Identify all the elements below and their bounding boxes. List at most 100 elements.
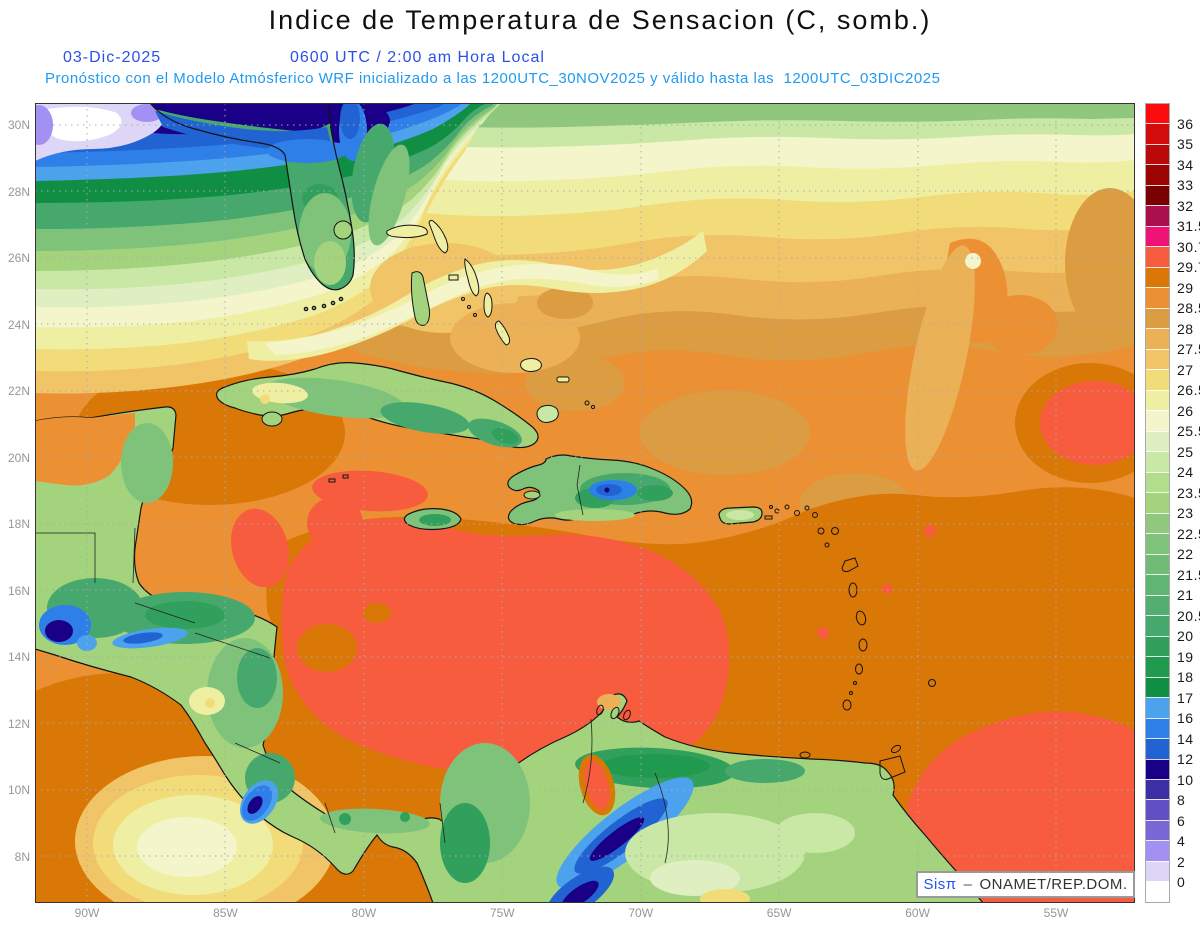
lat-tick-label: 8N [14,849,30,864]
heat-index-map [35,103,1135,903]
st-lucia [858,638,868,652]
turks-caicos [584,400,590,406]
colorbar-tick-label: 10 [1177,771,1194,788]
colorbar-cell [1146,225,1169,247]
colorbar-cell [1146,328,1169,349]
colorbar-tick-label: 16 [1177,710,1194,727]
colorbar-tick-label: 27.5 [1177,341,1200,358]
abaco [428,219,449,254]
colorbar-cell [1146,410,1169,431]
colorbar-tick-label: 4 [1177,833,1186,850]
bahamas-islands [386,219,596,423]
colorbar-cell [1146,840,1169,861]
colorbar-tick-label: 12 [1177,751,1194,768]
branding-separator: – [963,876,973,893]
colorbar-cell [1146,246,1169,267]
lake-okeechobee [333,220,353,240]
lat-tick-label: 28N [7,184,30,199]
colorbar-cell [1146,533,1169,554]
colorbar-tick-label: 0 [1177,874,1186,891]
colorbar-cell [1146,430,1169,452]
cat-island [483,292,493,318]
maracaibo-hot-spot [584,760,610,810]
datetime-line: 03-Dic-2025 0600 UTC / 2:00 am Hora Loca… [0,49,1200,69]
valid-time: 0600 UTC / 2:00 am Hora Local [290,49,545,66]
colorbar-cell [1146,451,1169,472]
andros [410,271,430,326]
country-borders [35,527,669,864]
colorbar [1145,103,1170,903]
colorbar-tick-label: 22 [1177,546,1194,563]
aruba [596,704,604,716]
branding-source: ONAMET/REP.DOM. [979,876,1128,893]
colorbar-cell [1146,656,1169,677]
lon-tick-label: 70W [628,906,654,920]
colorbar-tick-label: 20.5 [1177,607,1200,624]
colorbar-cell [1146,492,1169,513]
colorbar-cell [1146,860,1169,882]
lon-tick-label: 85W [213,906,238,920]
colorbar-cell [1146,881,1169,902]
colorbar-tick-label: 23 [1177,505,1194,522]
colorbar-cell [1146,287,1169,308]
colorbar-tick-label: 29.7 [1177,259,1200,276]
colorbar-tick-label: 28.5 [1177,300,1200,317]
north-atlantic-bands [315,103,1135,471]
colorbar-cell [1146,819,1169,841]
colorbar-tick-label: 8 [1177,792,1186,809]
colorbar-tick-label: 31.5 [1177,218,1200,235]
colorbar-cell [1146,369,1169,390]
colorbar-cell [1146,104,1169,124]
colorbar-tick-label: 20 [1177,628,1194,645]
tobago [890,744,902,754]
colorbar-tick-label: 30.7 [1177,238,1200,255]
lat-tick-label: 18N [7,517,30,531]
colorbar-tick-label: 21 [1177,587,1194,604]
lat-tick-label: 24N [7,317,30,332]
colorbar-tick-label: 28 [1177,320,1194,337]
colorbar-tick-label: 2 [1177,853,1186,870]
eleuthera [464,258,480,297]
guadeloupe [841,557,859,573]
antigua [831,527,839,535]
colorbar-cell [1146,697,1169,718]
colorbar-tick-label: 18 [1177,669,1194,686]
mayaguana [556,376,570,383]
colorbar-cell [1146,553,1169,575]
colorbar-cell [1146,615,1169,636]
colorbar-cell [1146,758,1169,779]
acklins [520,358,542,372]
florida-peninsula [149,103,355,312]
hispaniola-island [507,454,693,526]
colorbar-tick-label: 29 [1177,279,1194,296]
colorbar-tick-label: 24 [1177,464,1194,481]
colorbar-tick-label: 17 [1177,689,1194,706]
jamaica-island [403,508,462,531]
puerto-rico-island [718,506,773,525]
colorbar-cell [1146,184,1169,206]
colorbar-tick-label: 23.5 [1177,484,1200,501]
colorbar-tick-label: 21.5 [1177,566,1200,583]
colorbar-tick-label: 25 [1177,443,1194,460]
yucatan-warm-west [35,413,135,486]
lat-tick-label: 12N [7,716,30,731]
lesser-antilles [596,504,936,780]
martinique [855,610,867,626]
colorbar-tick-label: 27 [1177,361,1194,378]
colorbar-cell [1146,164,1169,185]
colorbar-cell [1146,799,1169,820]
colorbar-tick-label: 26 [1177,402,1194,419]
lon-tick-label: 90W [74,906,100,920]
colorbar-tick-label: 32 [1177,197,1194,214]
florida-keys [303,296,344,312]
colorbar-cell [1146,471,1169,493]
lon-tick-label: 65W [766,906,792,920]
lat-tick-label: 20N [7,450,30,465]
st-vincent [855,663,863,675]
page-title: Indice de Temperatura de Sensacion (C, s… [268,5,932,35]
grenada [842,699,852,711]
curacao [610,706,620,720]
bonaire [623,709,631,721]
branding-product: Sisπ [923,876,957,893]
colorbar-tick-label: 22.5 [1177,525,1200,542]
